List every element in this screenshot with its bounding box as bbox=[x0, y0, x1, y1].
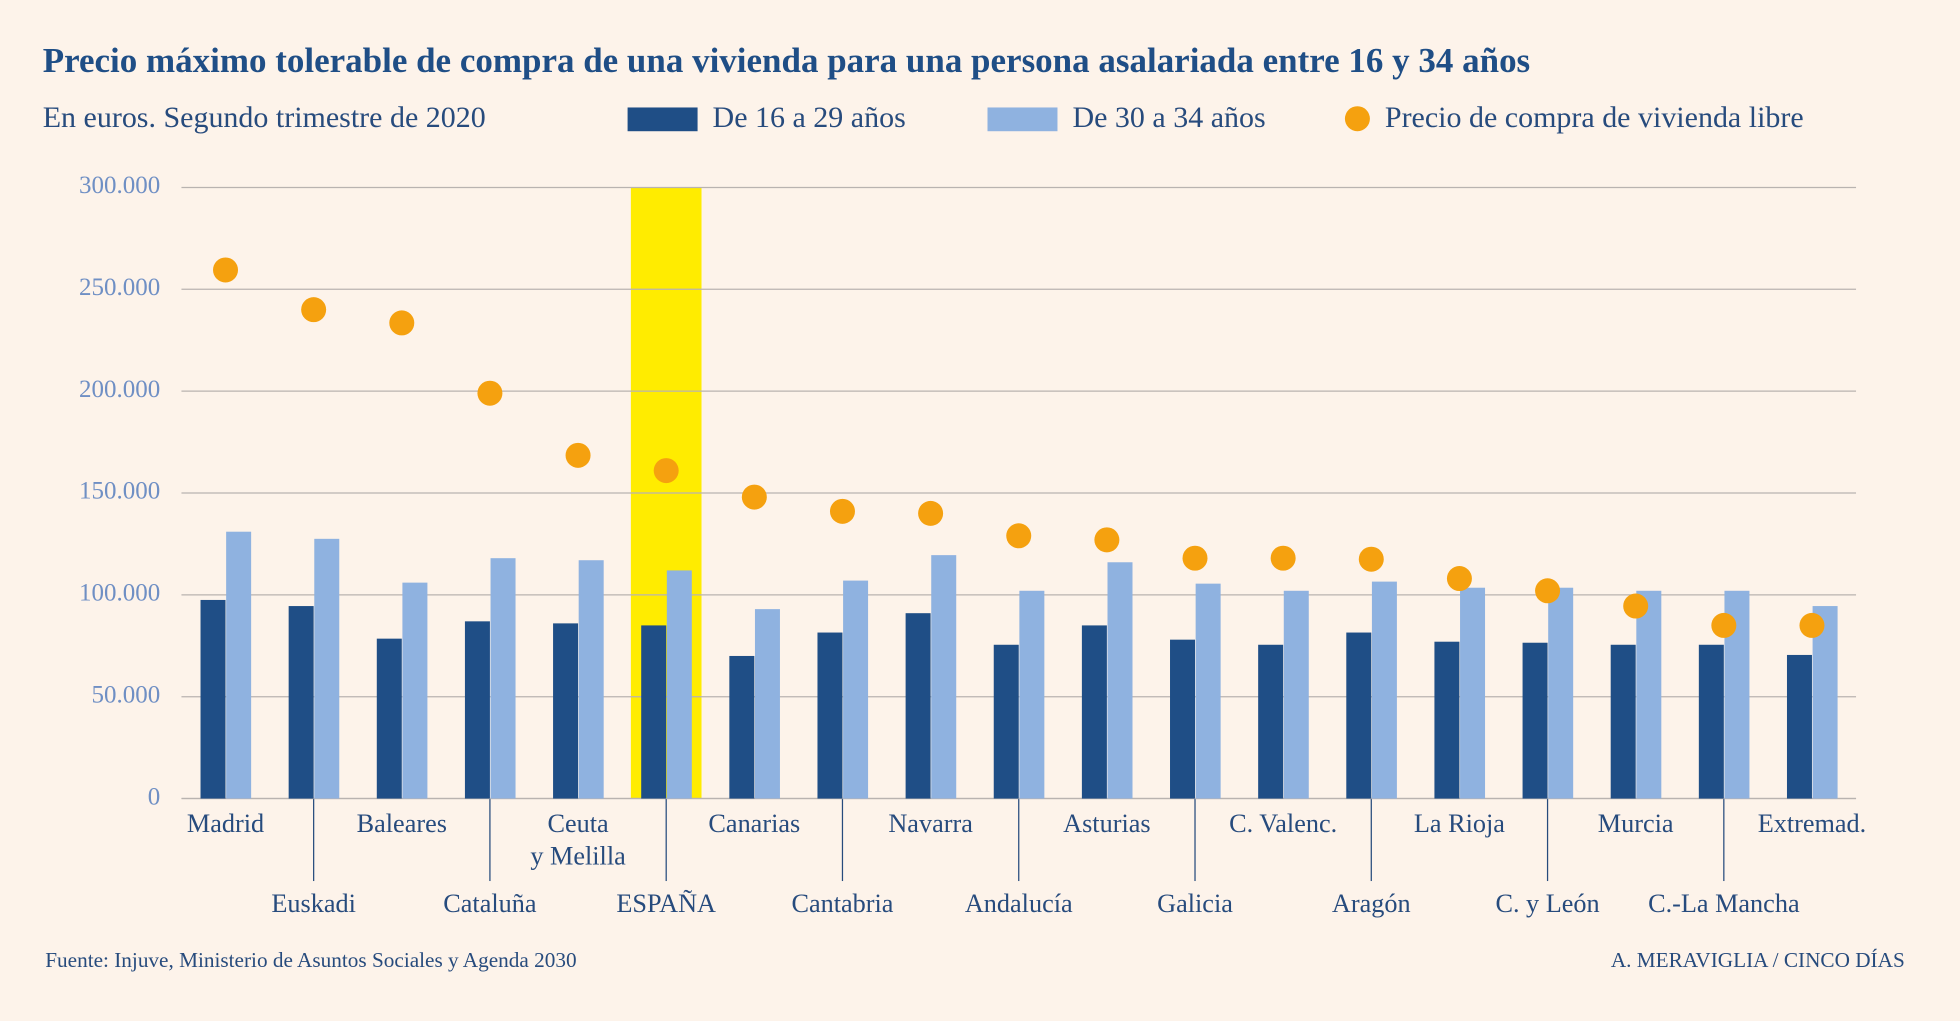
x-tick-label: Andalucía bbox=[965, 889, 1073, 918]
y-tick-label: 250.000 bbox=[79, 274, 160, 301]
dot bbox=[565, 442, 591, 468]
legend-swatch bbox=[987, 107, 1058, 132]
bar bbox=[1107, 562, 1133, 799]
y-tick-label: 300.000 bbox=[79, 172, 160, 199]
dot bbox=[1006, 523, 1032, 549]
dot bbox=[1535, 578, 1561, 604]
bar bbox=[288, 606, 314, 799]
y-tick-label: 50.000 bbox=[91, 681, 160, 708]
bar bbox=[1698, 644, 1724, 799]
dot bbox=[1623, 593, 1649, 619]
dot bbox=[1094, 527, 1120, 553]
x-tick-label: Asturias bbox=[1063, 809, 1150, 838]
x-tick-label: Galicia bbox=[1157, 889, 1233, 918]
x-tick-label: Aragón bbox=[1332, 889, 1411, 918]
x-tick-label: Madrid bbox=[187, 809, 264, 838]
dot bbox=[1358, 546, 1384, 572]
legend-label: De 30 a 34 años bbox=[1072, 101, 1265, 134]
dot bbox=[829, 498, 855, 524]
bar bbox=[843, 580, 869, 799]
bar bbox=[1812, 606, 1838, 799]
dot bbox=[1270, 545, 1296, 571]
dot bbox=[477, 380, 503, 406]
bar bbox=[1786, 654, 1812, 799]
x-tick-label: C.-La Mancha bbox=[1648, 889, 1800, 918]
x-tick-label: Murcia bbox=[1598, 809, 1674, 838]
dot bbox=[741, 484, 767, 510]
bar bbox=[1170, 639, 1196, 799]
bar bbox=[1636, 590, 1662, 799]
bar bbox=[490, 558, 516, 799]
x-tick-label: C. y León bbox=[1495, 889, 1599, 918]
dot bbox=[653, 458, 679, 484]
bar bbox=[578, 560, 604, 799]
dot bbox=[1711, 612, 1737, 638]
x-tick-label: C. Valenc. bbox=[1229, 809, 1337, 838]
dot bbox=[301, 297, 327, 323]
x-tick-label: Ceuta y Melilla bbox=[530, 809, 626, 870]
bar bbox=[666, 570, 692, 799]
legend-label: Precio de compra de vivienda libre bbox=[1385, 101, 1804, 134]
dot bbox=[1446, 566, 1472, 592]
y-tick-label: 100.000 bbox=[79, 580, 160, 607]
x-tick-label: Navarra bbox=[888, 809, 973, 838]
bar bbox=[1195, 583, 1221, 799]
bar bbox=[817, 632, 843, 799]
source: Fuente: Injuve, Ministerio de Asuntos So… bbox=[45, 948, 576, 972]
bar bbox=[931, 555, 957, 799]
bar bbox=[1258, 644, 1284, 799]
bar bbox=[1610, 644, 1636, 799]
bar bbox=[641, 625, 667, 799]
bar bbox=[1434, 641, 1460, 799]
bar bbox=[553, 623, 579, 799]
bar bbox=[200, 599, 226, 799]
bar bbox=[1283, 590, 1309, 799]
x-tick-label: Extremad. bbox=[1758, 809, 1867, 838]
legend-label: De 16 a 29 años bbox=[713, 101, 906, 134]
bar bbox=[1548, 587, 1574, 799]
bar bbox=[905, 613, 931, 799]
x-tick-label: ESPAÑA bbox=[616, 889, 716, 918]
x-tick-label: Euskadi bbox=[271, 889, 356, 918]
dot bbox=[1182, 545, 1208, 571]
chart-subtitle: En euros. Segundo trimestre de 2020 bbox=[43, 101, 486, 134]
x-tick-label: Canarias bbox=[708, 809, 800, 838]
bar bbox=[993, 644, 1019, 799]
bar bbox=[1460, 587, 1486, 799]
x-tick-label: Baleares bbox=[357, 809, 447, 838]
bar bbox=[1371, 581, 1397, 799]
bar bbox=[729, 655, 755, 799]
bar bbox=[1081, 625, 1107, 799]
bar bbox=[314, 538, 340, 799]
credit: A. MERAVIGLIA / CINCO DÍAS bbox=[1611, 948, 1905, 972]
bar bbox=[402, 582, 428, 799]
y-tick-label: 200.000 bbox=[79, 376, 160, 403]
y-tick-label: 0 bbox=[148, 783, 161, 810]
legend-swatch bbox=[1344, 106, 1370, 132]
x-tick-label: La Rioja bbox=[1414, 809, 1505, 838]
chart-title: Precio máximo tolerable de compra de una… bbox=[43, 41, 1530, 80]
dot bbox=[918, 500, 944, 526]
legend-swatch bbox=[627, 107, 698, 132]
dot bbox=[389, 310, 415, 336]
bar bbox=[376, 638, 402, 799]
x-tick-label: Cantabria bbox=[791, 889, 893, 918]
bar bbox=[1522, 642, 1548, 799]
dot bbox=[1799, 612, 1825, 638]
bar bbox=[226, 531, 252, 799]
dot bbox=[213, 257, 239, 283]
x-tick-label: Cataluña bbox=[443, 889, 537, 918]
bar bbox=[754, 609, 780, 799]
y-tick-label: 150.000 bbox=[79, 478, 160, 505]
bar bbox=[464, 621, 490, 799]
bar bbox=[1346, 632, 1372, 799]
bar bbox=[1019, 590, 1045, 799]
